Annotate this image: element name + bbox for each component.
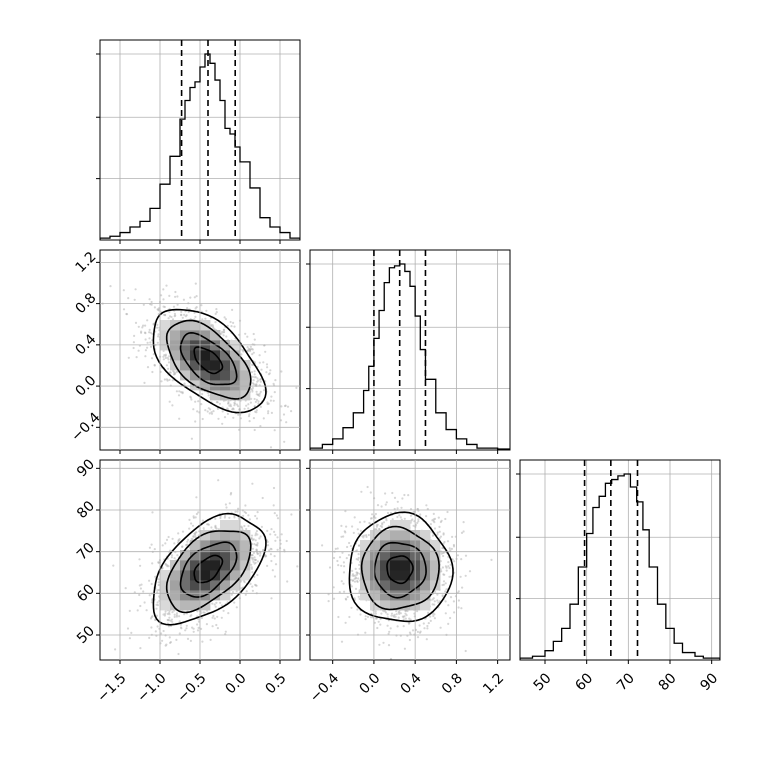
x-tick-label: 1.2 xyxy=(480,670,507,697)
y-tick-label: 50 xyxy=(74,623,98,647)
x-tick-label: 0.4 xyxy=(398,670,425,697)
x-tick-label: 80 xyxy=(656,670,680,694)
histogram-p1 xyxy=(310,263,510,450)
x-tick-label: 60 xyxy=(572,670,596,694)
x-tick-label: 0.5 xyxy=(263,670,290,697)
y-tick-label: 0.8 xyxy=(72,290,99,317)
x-tick-label: 0.0 xyxy=(223,670,250,697)
panel-frame xyxy=(309,459,511,661)
scatter-panel-p0-p2 xyxy=(99,459,301,661)
scatter-panel-p1-p2 xyxy=(309,459,511,661)
contour-level xyxy=(179,331,238,386)
x-tick-label: −0.4 xyxy=(307,670,342,705)
contour-level xyxy=(152,512,267,626)
panel-frame xyxy=(519,459,721,661)
x-tick-label: 50 xyxy=(531,670,555,694)
histogram-p2 xyxy=(520,473,720,660)
y-tick-label: 1.2 xyxy=(72,249,99,276)
contour-level xyxy=(165,319,252,400)
x-tick-label: 0.0 xyxy=(356,670,383,697)
y-tick-label: 0.4 xyxy=(72,331,99,358)
y-tick-label: 0.0 xyxy=(72,373,99,400)
histogram-panel-p2: 50 60 70 80 90 xyxy=(516,459,721,694)
y-tick-label: 70 xyxy=(74,540,98,564)
contour-level xyxy=(165,530,252,614)
x-tick-label: −1.5 xyxy=(94,670,129,705)
panel-frame xyxy=(99,39,301,241)
x-tick-label: 90 xyxy=(697,670,721,694)
contour-level xyxy=(179,541,238,598)
contour-level xyxy=(360,525,440,611)
x-tick-label: 0.8 xyxy=(439,670,466,697)
x-tick-label: 70 xyxy=(614,670,638,694)
histogram-panel-p1 xyxy=(306,249,511,454)
contour-level xyxy=(193,346,224,375)
y-tick-label: 90 xyxy=(74,456,98,480)
contour-level xyxy=(152,308,267,414)
histogram-panel-p0 xyxy=(96,39,301,244)
y-tick-label: 60 xyxy=(74,581,98,605)
contour-level xyxy=(193,554,224,584)
x-tick-label: −0.5 xyxy=(174,670,209,705)
panel-frame xyxy=(309,249,511,451)
y-tick-label: 80 xyxy=(74,498,98,522)
contour-level xyxy=(386,555,414,585)
x-tick-label: −1.0 xyxy=(134,670,169,705)
contour-level xyxy=(348,511,454,623)
contour-level xyxy=(373,541,427,599)
histogram-p0 xyxy=(100,53,300,240)
